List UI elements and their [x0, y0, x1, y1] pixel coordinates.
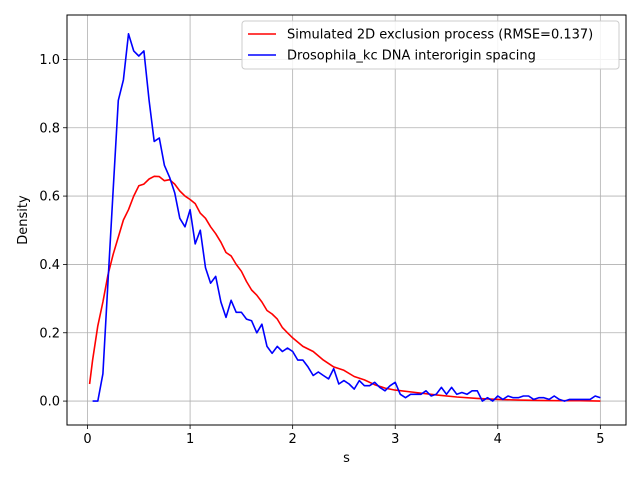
y-tick-label: 0.2 [39, 326, 60, 341]
x-tick-label: 5 [596, 432, 604, 447]
x-tick-label: 1 [186, 432, 194, 447]
y-tick-label: 0.0 [39, 395, 60, 410]
legend-box [241, 20, 620, 70]
legend-label-2: Drosophila_kc DNA interorigin spacing [287, 49, 536, 64]
y-tick-label: 0.8 [39, 121, 60, 136]
grid [67, 15, 626, 425]
x-tick-label: 4 [494, 432, 502, 447]
series-line-1 [88, 175, 601, 402]
series-layer [88, 32, 601, 402]
ticks: 0 1 2 3 4 5 0.0 0.2 0.4 0.6 0.8 1.0 [39, 53, 604, 447]
x-axis-label: s [343, 451, 350, 466]
legend: Simulated 2D exclusion process (RMSE=0.1… [241, 20, 620, 70]
y-axis-label: Density [16, 195, 31, 245]
x-tick-label: 2 [289, 432, 297, 447]
x-tick-label: 3 [391, 432, 399, 447]
legend-label-1: Simulated 2D exclusion process (RMSE=0.1… [287, 28, 593, 43]
series-line-2 [92, 32, 601, 402]
y-tick-label: 0.4 [39, 258, 60, 273]
x-tick-label: 0 [83, 432, 91, 447]
y-tick-label: 0.6 [39, 190, 60, 205]
y-tick-label: 1.0 [39, 53, 60, 68]
plot-frame [66, 14, 627, 426]
